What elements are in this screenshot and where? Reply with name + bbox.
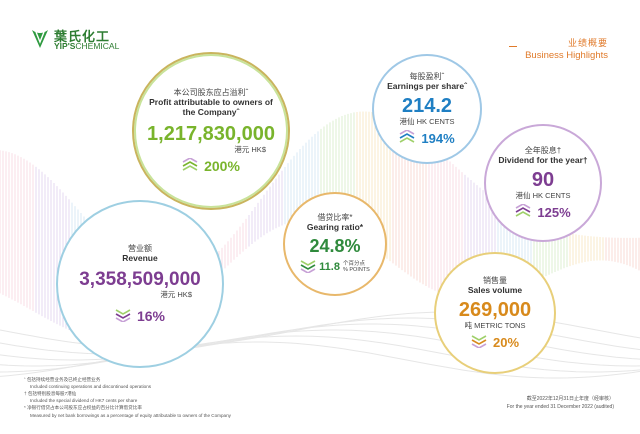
volume-value: 269,000 bbox=[458, 298, 532, 321]
dividend-label-en: Dividend for the year† bbox=[498, 155, 588, 166]
eps-change-value: 194% bbox=[421, 130, 455, 146]
profit-change: 200% bbox=[182, 156, 240, 175]
profit-circle: 本公司股东应占溢利ˆ Profit attributable to owners… bbox=[132, 52, 290, 210]
company-name-cn: 葉氏化工 bbox=[54, 29, 111, 44]
footnote: Included continuing operations and disco… bbox=[30, 384, 152, 390]
footnote: † 包括特别股息每股7港仙 bbox=[24, 391, 77, 397]
header-title-cn: 业绩概要 bbox=[567, 38, 608, 48]
gearing-value: 24.8% bbox=[309, 235, 361, 256]
profit-label-en: Profit attributable to owners of the Com… bbox=[149, 97, 273, 117]
dividend-label-cn: 全年股息† bbox=[524, 146, 562, 156]
increase-arrow-icon bbox=[515, 202, 531, 221]
volume-change: 20% bbox=[471, 334, 519, 351]
dividend-unit: 港仙 HK CENTS bbox=[515, 190, 571, 200]
dividend-change: 125% bbox=[515, 202, 571, 221]
revenue-label-en: Revenue bbox=[122, 253, 158, 264]
company-name-en: YIP'SCHEMICAL bbox=[54, 41, 120, 51]
footnote: ˆ 包括持续经营业务及已终止经营业务 bbox=[24, 377, 101, 382]
footnotes: ˆ 包括持续经营业务及已终止经营业务 Included continuing o… bbox=[24, 376, 231, 419]
profit-unit: 港元 HK$ bbox=[234, 144, 266, 154]
footnote: Included the special dividend of HK7 cen… bbox=[30, 398, 138, 404]
profit-change-value: 200% bbox=[204, 158, 240, 175]
increase-arrow-icon bbox=[399, 128, 415, 147]
dividend-change-value: 125% bbox=[537, 204, 571, 220]
gearing-change: 11.8 个百分点 % POINTS bbox=[300, 259, 370, 276]
profit-value: 1,217,830,000 bbox=[147, 122, 275, 145]
header-rule bbox=[509, 46, 518, 47]
volume-circle: 销售量 Sales volume 269,000 吨 METRIC TONS 2… bbox=[434, 252, 556, 374]
revenue-change-value: 16% bbox=[136, 308, 166, 325]
gearing-label-cn: 借贷比率* bbox=[317, 213, 353, 223]
revenue-label-cn: 营业额 bbox=[128, 244, 152, 254]
eps-label-cn: 每股盈利ˆ bbox=[409, 72, 445, 82]
reporting-period-en: For the year ended 31 December 2022 (aud… bbox=[506, 403, 614, 410]
gearing-label-en: Gearing ratio* bbox=[306, 222, 364, 233]
footnote: * 净银行借贷占本公司股东应占权益的百分比计算借贷比率 bbox=[24, 405, 142, 411]
footnote: Measured by net bank borrowings as a per… bbox=[30, 412, 231, 418]
leaf-logo-icon bbox=[32, 30, 48, 48]
revenue-value: 3,358,509,000 bbox=[79, 268, 201, 290]
header-title-en: Business Highlights bbox=[525, 50, 608, 61]
gearing-circle: 借贷比率* Gearing ratio* 24.8% 11.8 个百分点 % P… bbox=[283, 192, 387, 296]
reporting-period: 截至2022年12月31日止年度（经审核） For the year ended… bbox=[507, 396, 614, 411]
volume-label-en: Sales volume bbox=[467, 285, 523, 296]
dividend-value: 90 bbox=[531, 168, 555, 191]
section-header: 业绩概要 Business Highlights bbox=[509, 36, 608, 61]
reporting-period-cn: 截至2022年12月31日止年度（经审核） bbox=[526, 396, 614, 402]
eps-unit: 港仙 HK CENTS bbox=[399, 116, 455, 126]
eps-change: 194% bbox=[399, 128, 455, 147]
gearing-change-value: 11.8 bbox=[319, 261, 340, 274]
eps-value: 214.2 bbox=[401, 94, 453, 117]
decrease-arrow-icon bbox=[300, 259, 316, 276]
increase-arrow-icon bbox=[182, 156, 198, 175]
increase-arrow-icon bbox=[115, 308, 131, 325]
revenue-unit: 港元 HK$ bbox=[160, 289, 192, 299]
revenue-circle: 营业额 Revenue 3,358,509,000 港元 HK$ 16% bbox=[56, 200, 224, 368]
eps-circle: 每股盈利ˆ Earnings per shareˆ 214.2 港仙 HK CE… bbox=[372, 54, 482, 164]
volume-unit: 吨 METRIC TONS bbox=[464, 320, 526, 330]
volume-label-cn: 销售量 bbox=[483, 276, 507, 286]
decrease-arrow-icon bbox=[471, 334, 487, 351]
company-logo: 葉氏化工 YIP'SCHEMICAL bbox=[30, 26, 130, 54]
profit-label-cn: 本公司股东应占溢利ˆ bbox=[173, 88, 249, 98]
dividend-circle: 全年股息† Dividend for the year† 90 港仙 HK CE… bbox=[484, 124, 602, 242]
gearing-change-unit: 个百分点 % POINTS bbox=[342, 261, 370, 274]
eps-label-en: Earnings per shareˆ bbox=[387, 81, 467, 92]
volume-change-value: 20% bbox=[492, 334, 520, 350]
revenue-change: 16% bbox=[115, 308, 165, 325]
